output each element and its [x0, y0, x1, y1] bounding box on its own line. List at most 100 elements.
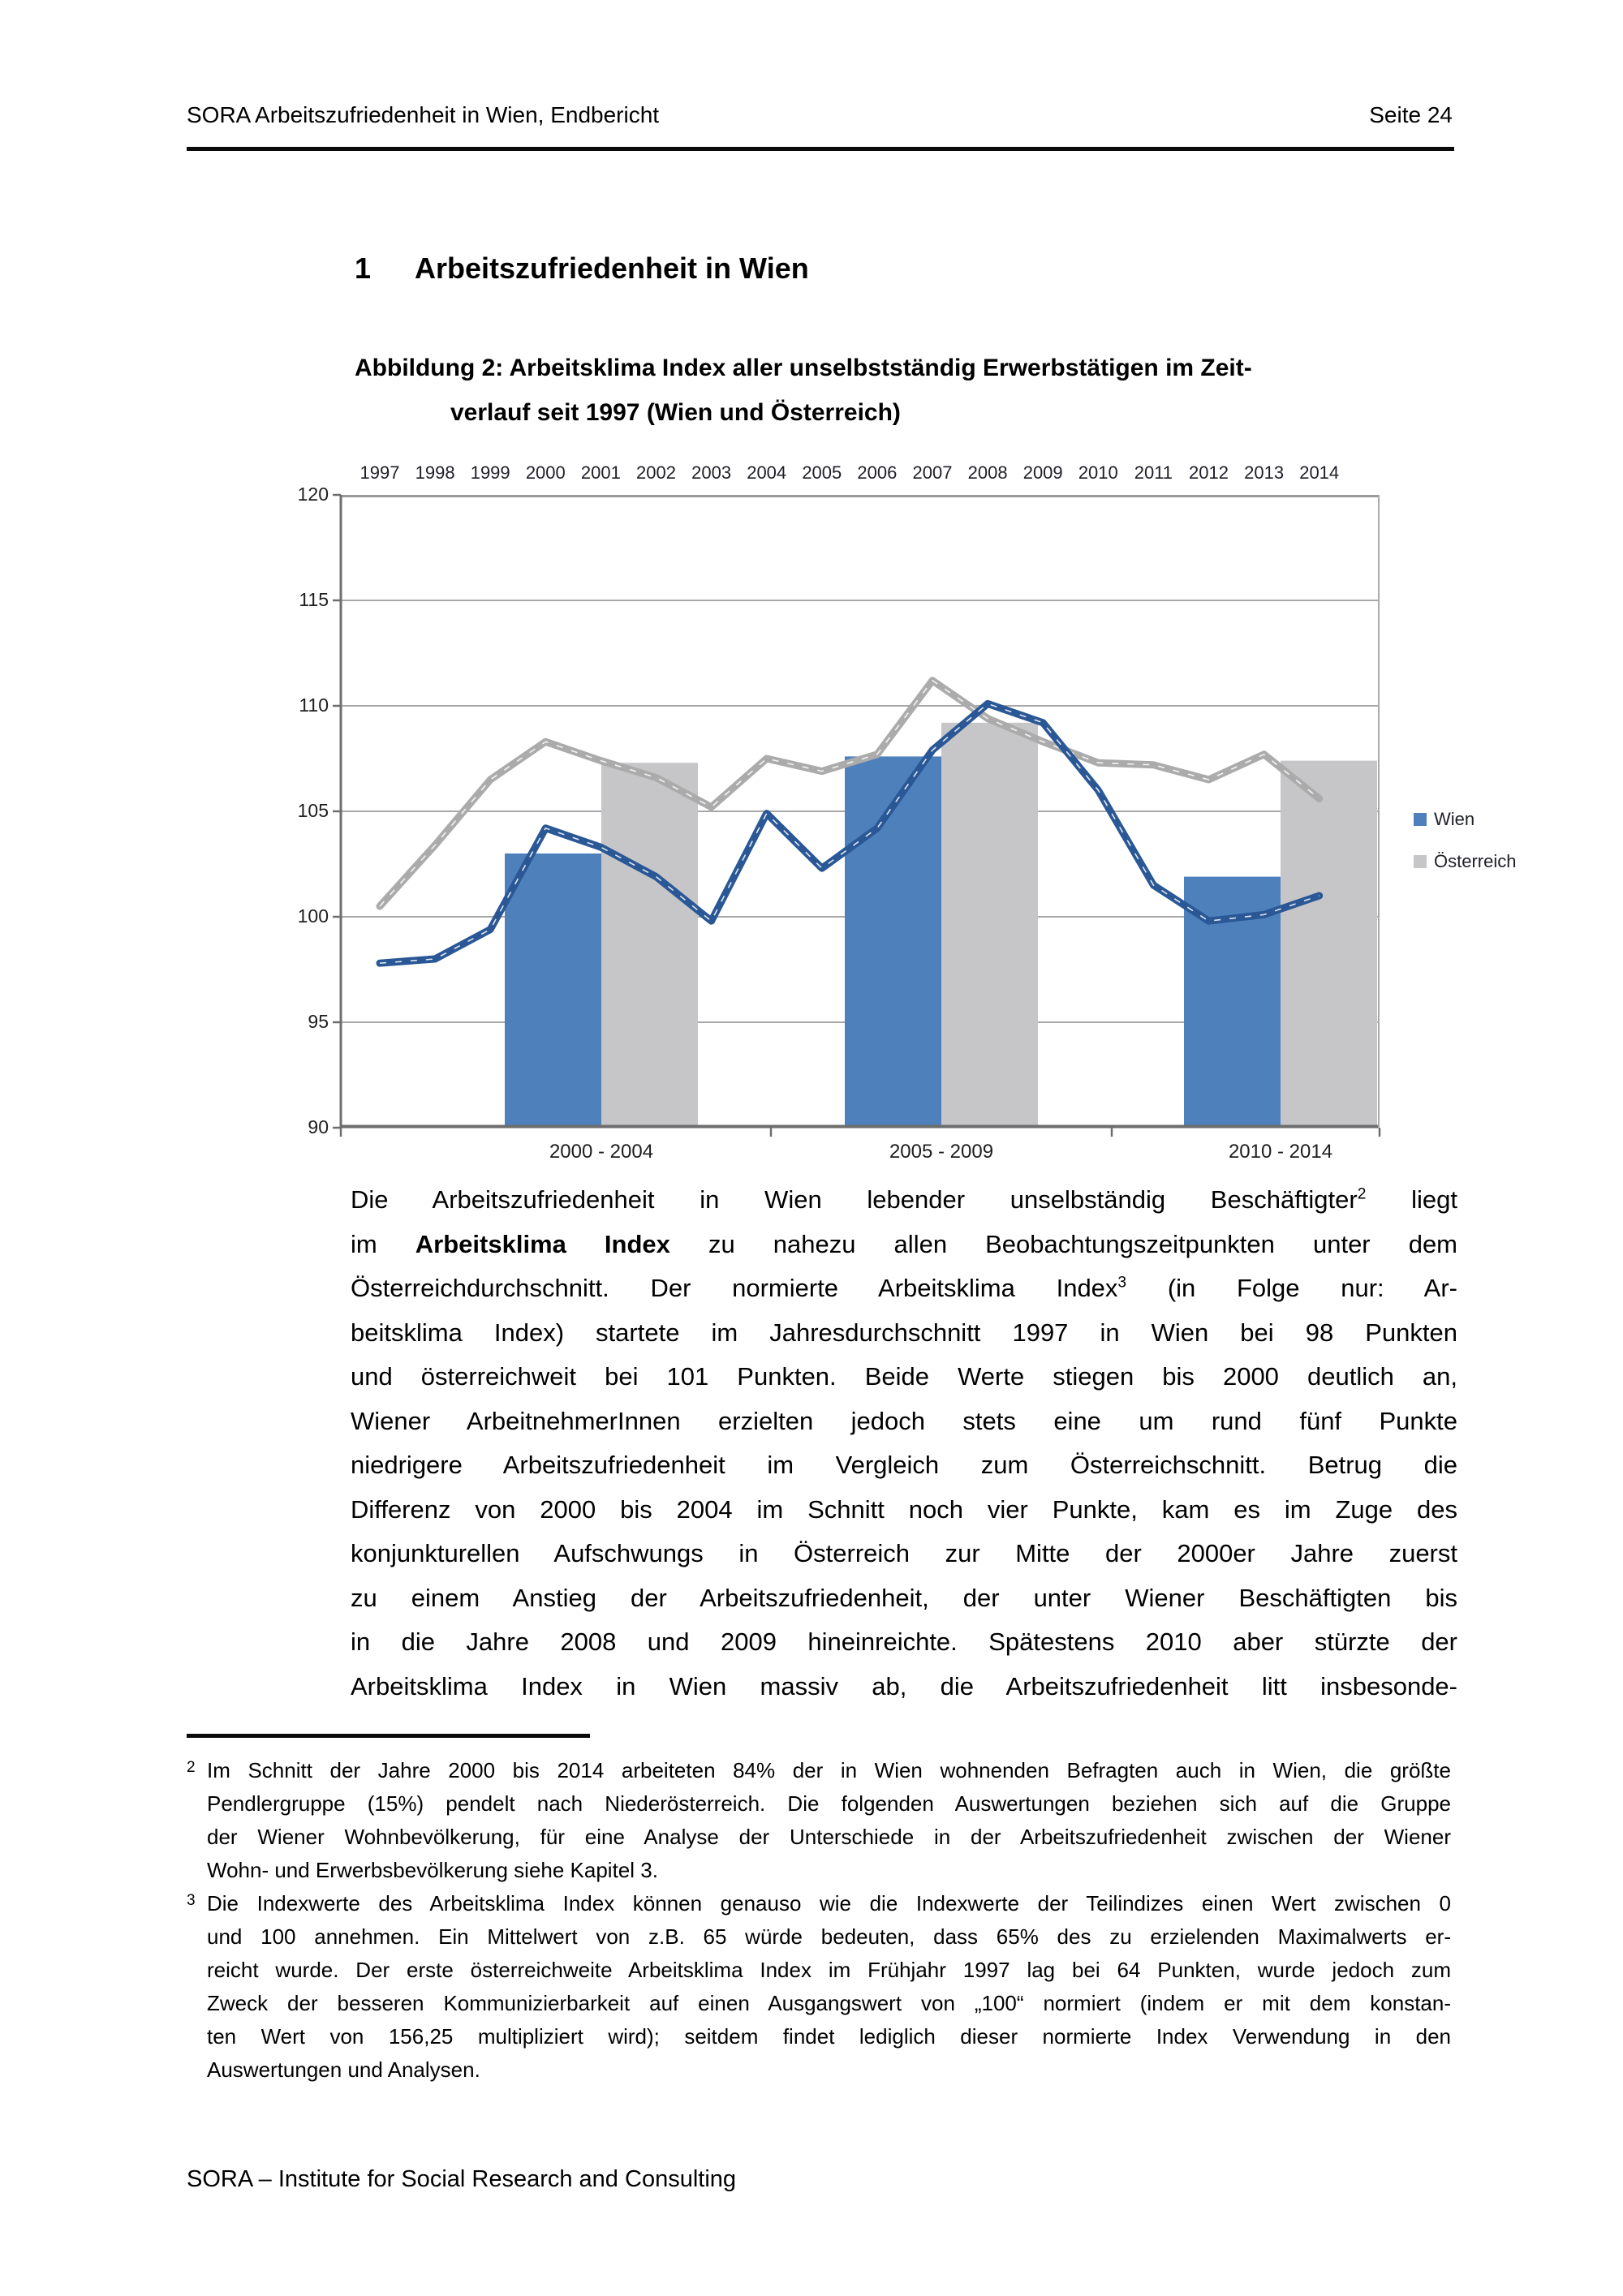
x-axis-label-2002: 2002: [636, 462, 676, 483]
body-line-6: Wiener ArbeitnehmerInnen erzielten jedoc…: [351, 1400, 1457, 1444]
footnote-line: ten Wert von 156,25 multipliziert wird);…: [207, 2024, 1451, 2049]
body-line-11: in die Jahre 2008 und 2009 hineinreichte…: [351, 1620, 1457, 1665]
legend-item-wien: Wien: [1414, 809, 1475, 829]
body-line-4: beitsklima Index) startete im Jahresdurc…: [351, 1311, 1457, 1356]
header-rule: [187, 147, 1454, 151]
bar-wien-1: [505, 853, 601, 1128]
text: Differenz von 2000 bis 2004 im Schnitt n…: [351, 1494, 1457, 1524]
bar-wien-2: [845, 756, 941, 1128]
y-axis-label-95: 95: [308, 1011, 329, 1032]
footnote-number: 3: [187, 1892, 196, 1909]
text: zu einem Anstieg der Arbeitszufriedenhei…: [351, 1583, 1457, 1612]
text: und österreichweit bei 101 Punkten. Beid…: [351, 1362, 1457, 1391]
y-axis-label-120: 120: [297, 484, 329, 505]
legend-item-österreich: Österreich: [1414, 851, 1517, 871]
x-axis-label-2013: 2013: [1244, 462, 1285, 483]
bold-text: Arbeitsklima Index: [415, 1229, 670, 1258]
x-axis-label-2012: 2012: [1189, 462, 1229, 483]
text: niedrigere Arbeitszufriedenheit im Vergl…: [351, 1451, 1457, 1479]
x-axis-label-2009: 2009: [1022, 462, 1063, 483]
section-title: Arbeitszufriedenheit in Wien: [415, 252, 809, 285]
figure-caption-line2: verlauf seit 1997 (Wien und Österreich): [450, 399, 901, 426]
text: liegt: [1366, 1185, 1458, 1214]
x-axis-label-2005: 2005: [802, 462, 842, 483]
footnote-reference: 3: [1117, 1274, 1127, 1292]
text: zu nahezu allen Beobachtungszeitpunkten …: [669, 1229, 1458, 1258]
text: Arbeitsklima Index in Wien massiv ab, di…: [351, 1671, 1457, 1701]
footnote-line: der Wiener Wohnbevölkerung, für eine Ana…: [207, 1825, 1451, 1849]
body-line-2: im Arbeitsklima Index zu nahezu allen Be…: [351, 1223, 1457, 1267]
header-document-title: SORA Arbeitszufriedenheit in Wien, Endbe…: [187, 102, 660, 127]
footnote-line: Auswertungen und Analysen.: [207, 2057, 480, 2082]
x-axis-label-1997: 1997: [359, 462, 400, 483]
x-axis-label-2011: 2011: [1134, 462, 1173, 483]
footnote-line: Zweck der besseren Kommunizierbarkeit au…: [207, 1991, 1451, 2015]
body-line-12: Arbeitsklima Index in Wien massiv ab, di…: [351, 1665, 1457, 1709]
y-axis-label-90: 90: [308, 1116, 329, 1137]
footnote-number: 2: [187, 1759, 196, 1776]
figure-caption: Abbildung 2: Arbeitsklima Index aller un…: [355, 346, 1252, 435]
footnote-line: reicht wurde. Der erste österreichweite …: [207, 1958, 1451, 1982]
body-line-8: Differenz von 2000 bis 2004 im Schnitt n…: [351, 1488, 1457, 1533]
page-footer: SORA – Institute for Social Research and…: [187, 2166, 736, 2193]
wien-line-dash-overlay: [379, 703, 1319, 964]
x-axis-label-2007: 2007: [912, 462, 953, 483]
text: Die Arbeitszufriedenheit in Wien lebende…: [351, 1185, 1358, 1214]
group-label-3: 2010 - 2014: [1228, 1141, 1333, 1163]
x-axis-label-2001: 2001: [580, 462, 621, 483]
x-axis-label-2008: 2008: [967, 462, 1008, 483]
footnote-line: Im Schnitt der Jahre 2000 bis 2014 arbei…: [207, 1758, 1451, 1782]
bar-oesterreich-1: [601, 763, 698, 1128]
text: Wiener ArbeitnehmerInnen erzielten jedoc…: [351, 1406, 1457, 1435]
y-axis-label-110: 110: [299, 694, 329, 716]
group-label-2: 2005 - 2009: [889, 1141, 994, 1163]
x-axis-label-2003: 2003: [691, 462, 732, 483]
body-line-10: zu einem Anstieg der Arbeitszufriedenhei…: [351, 1576, 1457, 1621]
y-axis-label-105: 105: [297, 800, 329, 821]
text: konjunkturellen Aufschwungs in Österreic…: [351, 1539, 1457, 1567]
text: Österreichdurchschnitt. Der normierte Ar…: [351, 1274, 1118, 1302]
bar-oesterreich-3: [1281, 760, 1377, 1128]
x-axis-label-2014: 2014: [1299, 462, 1340, 483]
legend-label: Österreich: [1434, 851, 1517, 871]
x-axis-label-2000: 2000: [525, 462, 566, 483]
x-axis-label-2006: 2006: [857, 462, 898, 483]
footnote-line: Pendlergruppe (15%) pendelt nach Niederö…: [207, 1791, 1451, 1816]
footnote-reference: 2: [1357, 1185, 1367, 1203]
y-axis-label-100: 100: [297, 905, 329, 927]
chart-plot-area: [333, 493, 1381, 1137]
x-axis-label-2004: 2004: [747, 462, 787, 483]
legend-label: Wien: [1434, 809, 1475, 829]
legend-swatch-icon: [1414, 855, 1427, 868]
footnote-line: und 100 annehmen. Ein Mittelwert von z.B…: [207, 1924, 1451, 1949]
footnote-line: Die Indexwerte des Arbeitsklima Index kö…: [207, 1891, 1451, 1915]
footnote-2: 2 Im Schnitt der Jahre 2000 bis 2014 arbe…: [187, 1754, 1451, 1887]
oesterreich-line-dash-overlay: [379, 679, 1320, 907]
text: (in Folge nur: Ar-: [1126, 1274, 1457, 1302]
y-axis-label-115: 115: [299, 589, 329, 610]
body-line-5: und österreichweit bei 101 Punkten. Beid…: [351, 1355, 1457, 1400]
footnote-3: 3 Die Indexwerte des Arbeitsklima Index k…: [187, 1887, 1451, 2087]
body-line-7: niedrigere Arbeitszufriedenheit im Vergl…: [351, 1443, 1457, 1488]
body-line-9: konjunkturellen Aufschwungs in Österreic…: [351, 1532, 1457, 1576]
footer-text: SORA – Institute for Social Research and…: [187, 2166, 737, 2192]
section-heading: 1 Arbeitszufriedenheit in Wien: [355, 252, 809, 286]
x-axis-label-1999: 1999: [470, 462, 510, 483]
bar-oesterreich-2: [941, 722, 1038, 1128]
text: beitsklima Index) startete im Jahresdurc…: [351, 1318, 1457, 1347]
group-label-1: 2000 - 2004: [549, 1141, 654, 1163]
header-page-number: Seite 24: [1369, 102, 1453, 127]
text: im: [351, 1229, 415, 1258]
x-axis-label-2010: 2010: [1078, 462, 1118, 483]
legend-swatch-icon: [1414, 813, 1427, 826]
body-line-1: Die Arbeitszufriedenheit in Wien lebende…: [351, 1178, 1457, 1223]
footnote-separator-rule: [187, 1734, 590, 1738]
body-line-3: Österreichdurchschnitt. Der normierte Ar…: [351, 1266, 1457, 1311]
section-number: 1: [355, 252, 372, 285]
x-axis-label-1998: 1998: [415, 462, 455, 483]
figure-caption-line1: Abbildung 2: Arbeitsklima Index aller un…: [355, 355, 1252, 381]
footnote-line: Wohn- und Erwerbsbevölkerung siehe Kapit…: [207, 1858, 658, 1882]
footnotes: 2 Im Schnitt der Jahre 2000 bis 2014 arbe…: [187, 1754, 1451, 2087]
body-paragraph: Die Arbeitszufriedenheit in Wien lebende…: [351, 1178, 1457, 1709]
